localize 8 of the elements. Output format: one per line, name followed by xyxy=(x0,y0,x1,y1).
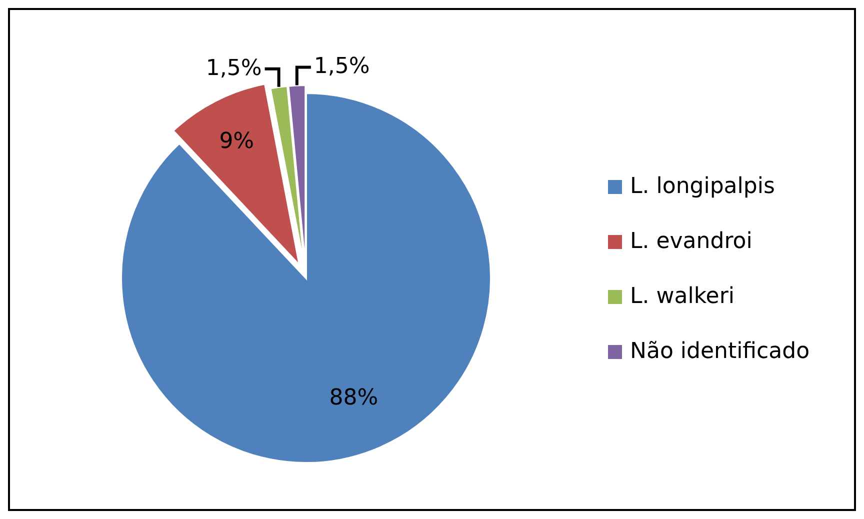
legend-label: L. evandroi xyxy=(630,229,752,254)
legend-label: L. walkeri xyxy=(630,284,734,310)
data-label: 1,5% xyxy=(314,54,370,80)
data-label: 88% xyxy=(329,385,378,410)
data-label: 1,5% xyxy=(206,56,262,81)
legend-label: Não identificado xyxy=(630,339,810,364)
legend-label: L. longipalpis xyxy=(630,174,775,200)
data-label: 9% xyxy=(219,128,254,154)
